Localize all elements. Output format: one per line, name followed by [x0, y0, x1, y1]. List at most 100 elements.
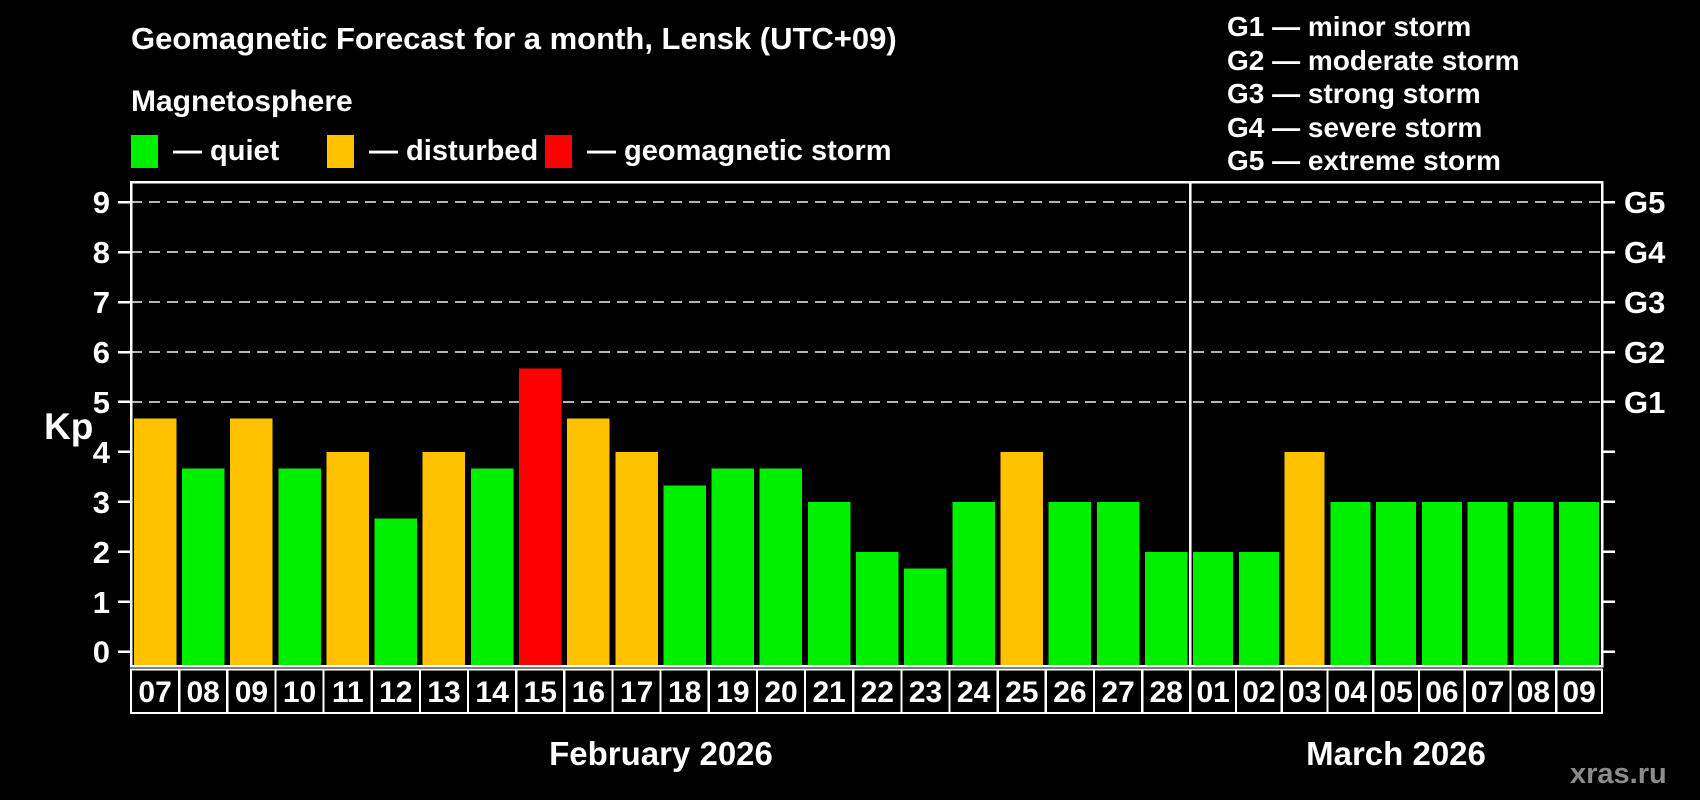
- day-label-february-08: 08: [187, 676, 220, 709]
- kp-bar-march-08: [1513, 501, 1554, 666]
- g-legend-line-g1: G1 — minor storm: [1227, 11, 1472, 42]
- day-label-march-03: 03: [1288, 676, 1321, 709]
- kp-bar-march-01: [1193, 551, 1234, 666]
- day-box-february-23: [900, 668, 951, 715]
- day-label-february-25: 25: [1005, 676, 1038, 709]
- day-box-february-11: [322, 668, 373, 715]
- day-label-february-22: 22: [861, 676, 894, 709]
- kp-bar-february-09: [230, 418, 273, 666]
- legend-label-storm: — geomagnetic storm: [587, 134, 892, 167]
- y-tick-label-8: 8: [93, 235, 110, 270]
- kp-bar-february-21: [807, 501, 851, 666]
- y-tick-label-0: 0: [93, 635, 110, 670]
- day-box-february-28: [1141, 668, 1192, 715]
- kp-bar-february-25: [1000, 451, 1043, 666]
- day-box-february-08: [178, 668, 229, 715]
- day-label-february-13: 13: [427, 676, 460, 709]
- kp-bar-february-16: [567, 418, 610, 666]
- day-label-march-07: 07: [1471, 676, 1504, 709]
- y-tick-label-5: 5: [93, 385, 110, 420]
- y-tick-label-7: 7: [93, 285, 110, 320]
- kp-bar-february-28: [1145, 551, 1188, 666]
- day-label-march-04: 04: [1334, 676, 1368, 709]
- day-label-february-28: 28: [1150, 676, 1183, 709]
- day-label-february-21: 21: [813, 676, 846, 709]
- kp-bar-february-20: [759, 468, 803, 666]
- day-label-february-09: 09: [235, 676, 268, 709]
- day-label-february-14: 14: [475, 676, 509, 709]
- quiet-swatch-icon: [131, 134, 158, 168]
- g-axis-label-g5: G5: [1624, 185, 1665, 220]
- kp-bar-february-10: [278, 468, 321, 666]
- day-label-february-26: 26: [1053, 676, 1086, 709]
- kp-bar-february-15: [519, 368, 562, 666]
- g-axis-label-g2: G2: [1624, 335, 1665, 370]
- y-tick-label-2: 2: [93, 535, 110, 570]
- kp-bar-february-11: [326, 451, 369, 666]
- day-label-february-12: 12: [379, 676, 412, 709]
- day-box-february-24: [948, 668, 999, 715]
- legend-item-storm: — geomagnetic storm: [545, 134, 892, 168]
- kp-bar-february-14: [470, 468, 514, 666]
- y-tick-label-4: 4: [93, 435, 111, 470]
- day-box-march-06: [1417, 668, 1466, 715]
- chart-title: Geomagnetic Forecast for a month, Lensk …: [131, 21, 897, 56]
- day-label-february-27: 27: [1101, 676, 1134, 709]
- watermark: xras.ru: [1570, 758, 1667, 790]
- g-legend-line-g5: G5 — extreme storm: [1227, 145, 1501, 176]
- disturbed-swatch-icon: [327, 134, 354, 168]
- kp-bar-february-23: [904, 568, 947, 666]
- kp-bar-february-24: [952, 501, 995, 666]
- month-label-march: March 2026: [1306, 735, 1486, 772]
- kp-bar-february-17: [615, 451, 658, 666]
- day-box-february-16: [563, 668, 614, 715]
- y-tick-label-9: 9: [93, 185, 110, 220]
- day-label-february-15: 15: [524, 676, 557, 709]
- day-box-february-07: [129, 668, 181, 715]
- kp-bar-february-13: [422, 451, 466, 666]
- day-label-february-10: 10: [283, 676, 316, 709]
- day-box-february-14: [467, 668, 518, 715]
- g-legend-line-g3: G3 — strong storm: [1227, 78, 1481, 109]
- day-label-february-17: 17: [620, 676, 653, 709]
- g-legend-line-g4: G4 — severe storm: [1227, 111, 1483, 143]
- day-box-february-20: [755, 668, 807, 715]
- legend-item-quiet: — quiet: [131, 134, 279, 168]
- kp-bar-february-22: [856, 551, 899, 666]
- y-tick-label-3: 3: [93, 485, 110, 520]
- day-label-february-11: 11: [332, 676, 364, 709]
- kp-bar-february-18: [663, 485, 706, 666]
- day-label-march-01: 01: [1197, 676, 1230, 709]
- day-box-march-02: [1234, 668, 1283, 715]
- kp-bar-march-02: [1238, 551, 1279, 666]
- day-label-february-24: 24: [957, 676, 991, 709]
- y-tick-label-6: 6: [93, 335, 110, 370]
- day-label-february-07: 07: [138, 676, 171, 709]
- day-label-february-19: 19: [716, 676, 749, 709]
- magnetosphere-label: Magnetosphere: [131, 85, 353, 118]
- day-box-march-03: [1280, 668, 1329, 715]
- day-label-february-16: 16: [572, 676, 605, 709]
- day-box-march-04: [1326, 668, 1375, 715]
- y-axis-title: Kp: [44, 406, 94, 447]
- day-box-february-15: [515, 668, 566, 715]
- storm-swatch-icon: [545, 134, 572, 168]
- day-label-february-20: 20: [764, 676, 797, 709]
- day-box-february-21: [803, 668, 855, 715]
- g-legend-line-g2: G2 — moderate storm: [1227, 44, 1520, 76]
- g-axis-label-g3: G3: [1624, 285, 1665, 320]
- g-axis-label-g1: G1: [1624, 385, 1665, 420]
- kp-bar-march-03: [1284, 451, 1325, 666]
- kp-bar-february-27: [1096, 501, 1140, 666]
- g-axis-label-g4: G4: [1624, 235, 1666, 270]
- day-box-march-09: [1555, 668, 1604, 715]
- kp-bar-march-05: [1376, 501, 1417, 666]
- kp-bar-february-19: [711, 468, 755, 666]
- legend-label-quiet: — quiet: [173, 134, 280, 167]
- day-label-march-02: 02: [1242, 676, 1275, 709]
- kp-bar-march-09: [1559, 501, 1600, 666]
- kp-bar-february-07: [133, 418, 177, 666]
- day-label-march-09: 09: [1562, 676, 1595, 709]
- day-label-february-23: 23: [909, 676, 942, 709]
